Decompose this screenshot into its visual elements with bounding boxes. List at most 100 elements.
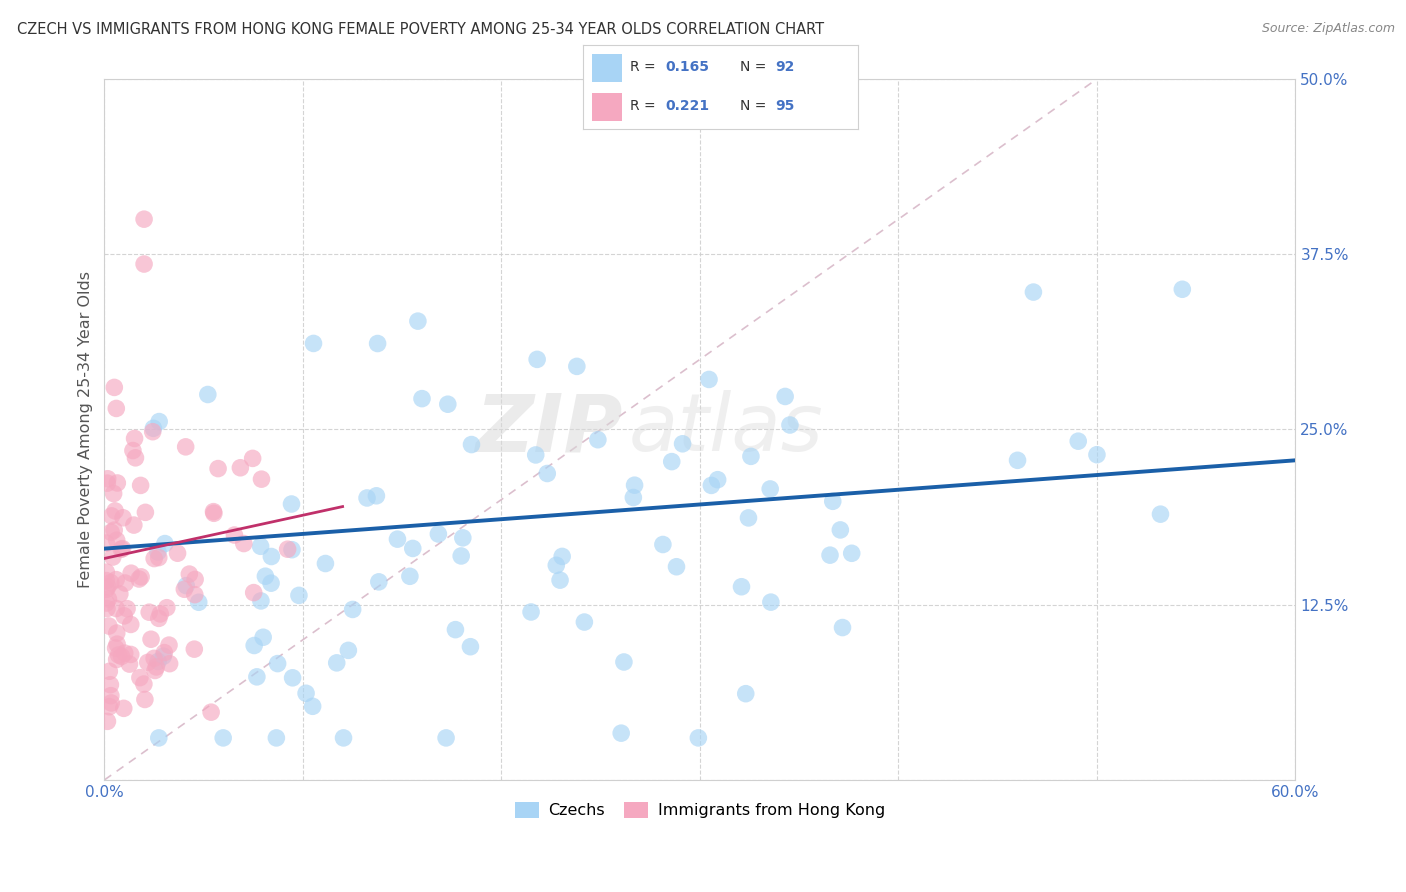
Point bbox=[246, 670, 269, 684]
Point bbox=[129, 570, 152, 584]
Point bbox=[142, 421, 165, 435]
Point bbox=[356, 491, 378, 505]
Point bbox=[633, 92, 655, 106]
Point bbox=[546, 558, 568, 573]
Point bbox=[96, 596, 118, 610]
Text: ZIP: ZIP bbox=[475, 391, 623, 468]
Point bbox=[1007, 453, 1029, 467]
Point bbox=[100, 696, 122, 710]
Point bbox=[105, 573, 128, 587]
Point bbox=[129, 478, 152, 492]
Point bbox=[314, 557, 336, 571]
Point bbox=[143, 664, 166, 678]
Text: N =: N = bbox=[740, 61, 770, 74]
Point bbox=[143, 551, 166, 566]
Point bbox=[281, 671, 304, 685]
Text: Source: ZipAtlas.com: Source: ZipAtlas.com bbox=[1261, 22, 1395, 36]
Point bbox=[139, 632, 162, 647]
Point bbox=[288, 588, 311, 602]
Point bbox=[97, 592, 120, 607]
Point bbox=[621, 491, 644, 505]
Point bbox=[105, 652, 128, 666]
Point bbox=[132, 212, 155, 227]
Point bbox=[105, 601, 128, 615]
Point bbox=[104, 504, 127, 518]
Point bbox=[120, 648, 142, 662]
Point bbox=[451, 531, 474, 545]
Legend: Czechs, Immigrants from Hong Kong: Czechs, Immigrants from Hong Kong bbox=[509, 795, 891, 824]
Text: 0.165: 0.165 bbox=[666, 61, 710, 74]
Point bbox=[142, 425, 165, 439]
Point bbox=[96, 565, 118, 579]
Point bbox=[830, 523, 852, 537]
Point bbox=[153, 646, 176, 660]
Point bbox=[266, 731, 288, 745]
Point bbox=[332, 731, 354, 745]
Point bbox=[134, 505, 156, 519]
Point bbox=[105, 401, 128, 416]
Point bbox=[111, 541, 134, 556]
Point bbox=[367, 336, 389, 351]
Point bbox=[252, 630, 274, 644]
Point bbox=[367, 574, 389, 589]
Point bbox=[103, 523, 125, 537]
Point bbox=[254, 569, 277, 583]
Point bbox=[250, 594, 273, 608]
Point bbox=[103, 486, 125, 500]
Point bbox=[98, 665, 121, 679]
Point bbox=[146, 655, 169, 669]
Point bbox=[100, 525, 122, 540]
Point bbox=[671, 437, 693, 451]
Point bbox=[179, 567, 201, 582]
Point bbox=[366, 489, 388, 503]
Point bbox=[610, 726, 633, 740]
Point bbox=[773, 389, 796, 403]
Point bbox=[110, 542, 132, 557]
FancyBboxPatch shape bbox=[592, 54, 621, 82]
Point bbox=[105, 533, 128, 548]
Point bbox=[156, 600, 179, 615]
Point bbox=[831, 621, 853, 635]
Point bbox=[706, 473, 728, 487]
Text: N =: N = bbox=[740, 100, 770, 113]
Point bbox=[242, 585, 264, 599]
Point bbox=[450, 549, 472, 563]
Point bbox=[148, 731, 170, 745]
Point bbox=[524, 448, 547, 462]
Point bbox=[124, 450, 146, 465]
Point bbox=[249, 539, 271, 553]
Point bbox=[460, 437, 482, 451]
FancyBboxPatch shape bbox=[592, 93, 621, 120]
Point bbox=[460, 640, 482, 654]
Point bbox=[411, 392, 433, 406]
Point bbox=[146, 545, 169, 559]
Text: 0.221: 0.221 bbox=[666, 100, 710, 113]
Point bbox=[688, 731, 710, 745]
Point bbox=[108, 587, 131, 601]
Point bbox=[613, 655, 636, 669]
Point bbox=[183, 642, 205, 657]
Point bbox=[184, 588, 207, 602]
Text: atlas: atlas bbox=[628, 391, 823, 468]
Point bbox=[651, 537, 673, 551]
Point bbox=[202, 506, 225, 520]
Point bbox=[128, 572, 150, 586]
Point bbox=[138, 605, 160, 619]
Text: R =: R = bbox=[630, 61, 659, 74]
Point bbox=[124, 432, 146, 446]
Point bbox=[740, 450, 762, 464]
Point bbox=[526, 352, 548, 367]
Point bbox=[97, 619, 120, 633]
Point bbox=[734, 687, 756, 701]
Point bbox=[1067, 434, 1090, 449]
Point bbox=[295, 686, 318, 700]
Point bbox=[115, 601, 138, 615]
Point bbox=[1085, 448, 1108, 462]
Point bbox=[166, 546, 188, 560]
Text: CZECH VS IMMIGRANTS FROM HONG KONG FEMALE POVERTY AMONG 25-34 YEAR OLDS CORRELAT: CZECH VS IMMIGRANTS FROM HONG KONG FEMAL… bbox=[17, 22, 824, 37]
Point bbox=[342, 602, 364, 616]
Point bbox=[243, 639, 266, 653]
Point bbox=[134, 692, 156, 706]
Point bbox=[105, 626, 128, 640]
Point bbox=[1149, 507, 1171, 521]
